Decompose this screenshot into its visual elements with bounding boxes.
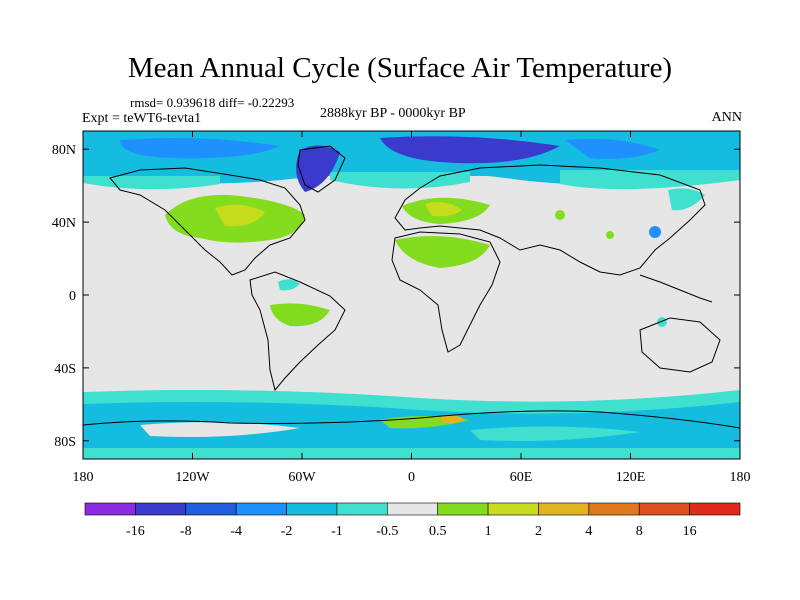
- coast-australia: [639, 317, 721, 373]
- y-tick-label: 80S: [54, 435, 76, 450]
- x-tick-label: 180: [730, 470, 751, 485]
- asia-warm: [555, 210, 565, 220]
- coast-greenland: [297, 145, 346, 193]
- southern-band: [83, 402, 740, 459]
- colorbar-swatch: [437, 502, 489, 516]
- colorbar-swatch: [135, 502, 187, 516]
- x-tick-label: 0: [408, 470, 415, 485]
- colorbar-swatch: [84, 502, 136, 516]
- namerica-warm-core: [215, 204, 265, 227]
- colorbar-label: -16: [126, 524, 145, 539]
- europe-warm-core: [425, 202, 462, 217]
- coast-namerica: [109, 167, 306, 276]
- arctic-patch: [380, 136, 560, 164]
- stats-label: rmsd= 0.939618 diff= -0.22293: [130, 95, 295, 110]
- japan-cool: [649, 226, 661, 238]
- colorbar-label: 0.5: [429, 524, 447, 539]
- colorbar-swatch: [235, 502, 287, 516]
- x-tick-label: 60E: [510, 470, 533, 485]
- colorbar-swatch: [588, 502, 640, 516]
- y-tick-label: 40S: [54, 362, 76, 377]
- coast-samerica: [249, 271, 346, 392]
- coast-indonesia: [639, 274, 713, 303]
- season-label: ANN: [711, 110, 742, 125]
- experiment-label: Expt = teWT6-tevta1: [82, 111, 202, 126]
- colorbar-swatch: [638, 502, 690, 516]
- colorbar-label: 2: [535, 524, 542, 539]
- samerica-cool: [278, 279, 300, 291]
- colorbar-label: 16: [683, 524, 697, 539]
- colorbar-swatch: [387, 502, 438, 516]
- colorbar-swatch: [336, 502, 388, 516]
- eastasia-cool: [668, 188, 705, 211]
- colorbar-label: 8: [636, 524, 643, 539]
- arctic-patch: [565, 138, 660, 159]
- colorbar-swatch: [487, 502, 539, 516]
- colorbar-label: -8: [180, 524, 192, 539]
- chart-title: Mean Annual Cycle (Surface Air Temperatu…: [127, 52, 673, 84]
- pacific-cool: [657, 317, 667, 327]
- y-tick-label: 80N: [52, 143, 76, 158]
- coast-africa: [391, 231, 501, 353]
- antarctic-patch: [140, 422, 300, 437]
- y-tick-label: 0: [69, 289, 76, 304]
- antarctic-patch: [470, 426, 640, 441]
- colorbar-swatch: [689, 502, 741, 516]
- antarctic-warm-core: [440, 414, 465, 424]
- x-tick-label: 120W: [175, 470, 210, 485]
- map-field: [83, 131, 740, 459]
- colorbar: -16 -8 -4 -2 -1 -0.5 0.5 1 2 4 8 16: [84, 502, 741, 539]
- colorbar-label: 4: [585, 524, 592, 539]
- greenland-patch: [296, 145, 340, 192]
- asia-warm: [606, 231, 614, 239]
- colorbar-swatch: [286, 502, 338, 516]
- y-tick-label: 40N: [52, 216, 76, 231]
- arctic-edge-light: [330, 172, 470, 189]
- colorbar-label: -2: [281, 524, 293, 539]
- colorbar-swatch: [185, 502, 237, 516]
- coast-eurasia: [394, 164, 706, 276]
- sahara-warm: [395, 236, 490, 268]
- colorbar-label: -4: [230, 524, 242, 539]
- colorbar-label: -1: [331, 524, 343, 539]
- x-tick-label: 180: [73, 470, 94, 485]
- arctic-patch: [120, 138, 280, 159]
- period-label: 2888kyr BP - 0000kyr BP: [320, 106, 466, 121]
- coastlines: [83, 145, 740, 429]
- x-tick-label: 60W: [288, 470, 316, 485]
- colorbar-swatch: [538, 502, 590, 516]
- coast-antarctica: [83, 410, 740, 429]
- arctic-edge-light: [560, 170, 740, 190]
- samerica-warm: [270, 303, 330, 327]
- x-tick-label: 120E: [616, 470, 646, 485]
- axes: 180 120W 60W 0 60E 120E 180 80N 40N 0 40S 80S: [52, 131, 751, 485]
- colorbar-label: -0.5: [376, 524, 398, 539]
- colorbar-label: 1: [485, 524, 492, 539]
